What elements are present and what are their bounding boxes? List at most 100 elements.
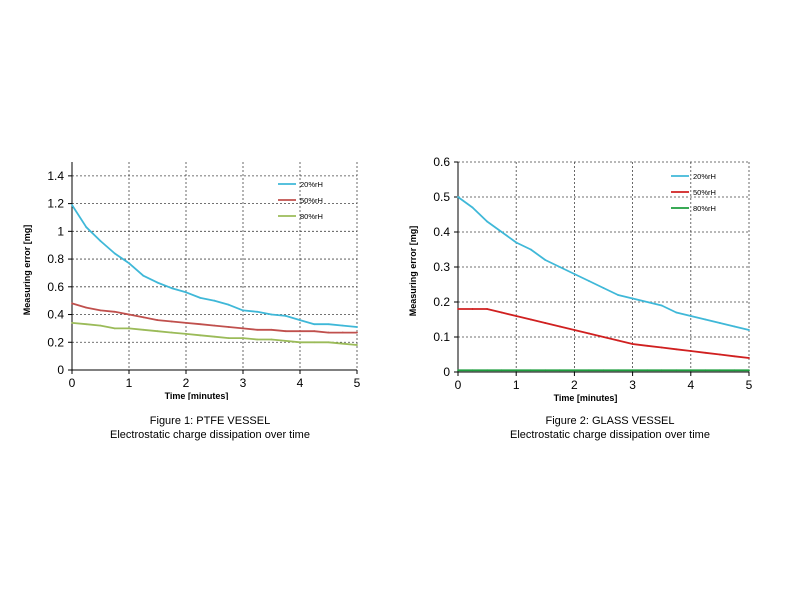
- series-points-50%rH: [457, 308, 750, 359]
- data-point: [457, 196, 459, 198]
- y-tick-label: 0.4: [47, 308, 64, 322]
- data-point: [299, 330, 301, 333]
- data-point: [704, 351, 707, 354]
- x-tick-label: 0: [69, 376, 76, 390]
- data-point: [327, 323, 330, 326]
- x-tick-label: 5: [746, 378, 753, 392]
- data-point: [213, 299, 216, 302]
- data-point: [689, 315, 692, 317]
- data-point: [602, 336, 605, 338]
- data-point: [573, 369, 576, 372]
- data-point: [748, 329, 750, 331]
- caption-glass-subtitle: Electrostatic charge dissipation over ti…: [510, 429, 710, 441]
- data-point: [128, 327, 130, 330]
- data-point: [227, 337, 230, 340]
- data-point: [213, 324, 216, 327]
- data-point: [486, 220, 488, 223]
- data-point: [142, 328, 145, 331]
- data-point: [748, 357, 750, 359]
- data-point: [284, 315, 287, 317]
- data-point: [617, 369, 619, 372]
- series-points-80%rH: [457, 369, 750, 372]
- chart-ptfe-svg: 0 0.2 0.4 0.6 0.8 1 1.2 1.4 0 1 2 3 4 5 Time [minutes]…: [22, 162, 361, 401]
- y-tick-label: 0: [57, 363, 64, 377]
- data-point: [99, 324, 102, 327]
- y-tick-label: 1.2: [47, 197, 64, 211]
- data-point: [341, 342, 344, 345]
- legend-label: 20%rH: [693, 172, 716, 181]
- data-point: [689, 350, 692, 352]
- data-point: [733, 325, 736, 328]
- y-tick-label: 0.1: [433, 330, 450, 344]
- data-point: [199, 323, 202, 326]
- data-point: [71, 204, 73, 206]
- data-point: [270, 338, 273, 341]
- data-point: [185, 321, 187, 324]
- data-point: [558, 325, 561, 328]
- data-point: [142, 274, 145, 277]
- y-tick-label: 1: [57, 224, 64, 238]
- data-point: [689, 369, 692, 372]
- x-tick-label: 3: [629, 378, 636, 392]
- data-point: [341, 331, 344, 334]
- data-point: [170, 331, 173, 334]
- data-point: [256, 338, 259, 341]
- data-point: [242, 337, 244, 340]
- data-point: [602, 369, 605, 372]
- series-line-20%rH: [71, 204, 358, 328]
- data-point: [515, 369, 518, 372]
- data-point: [227, 303, 230, 306]
- data-point: [284, 330, 287, 333]
- y-tick-label: 0.4: [433, 225, 450, 239]
- x-tick-label: 2: [183, 376, 190, 390]
- x-tick-label: 0: [455, 378, 462, 392]
- caption-ptfe-title: Figure 1: PTFE VESSEL: [149, 415, 271, 427]
- data-point: [500, 231, 503, 233]
- x-tick-label: 1: [126, 376, 133, 390]
- series-points-20%rH: [457, 196, 750, 331]
- y-tick-label: 0.3: [433, 260, 450, 274]
- data-point: [113, 252, 116, 255]
- data-point: [748, 369, 750, 372]
- data-point: [529, 318, 532, 321]
- series-points-50%rH: [71, 302, 358, 334]
- data-point: [733, 369, 736, 372]
- legend-label: 80%rH: [300, 212, 323, 221]
- data-point: [128, 262, 130, 265]
- data-point: [284, 339, 287, 342]
- y-tick-label: 0.5: [433, 190, 450, 204]
- data-point: [270, 313, 273, 316]
- series-points-20%rH: [71, 204, 358, 328]
- data-point: [156, 319, 159, 321]
- data-point: [457, 369, 459, 372]
- data-point: [313, 341, 316, 344]
- data-point: [356, 326, 358, 328]
- data-point: [142, 316, 145, 319]
- data-point: [227, 326, 230, 328]
- data-point: [544, 369, 547, 372]
- data-point: [515, 315, 518, 317]
- data-point: [471, 308, 474, 310]
- data-point: [185, 333, 187, 335]
- data-point: [515, 241, 518, 244]
- data-point: [71, 321, 73, 324]
- data-point: [486, 369, 488, 372]
- data-point: [299, 319, 301, 321]
- data-point: [646, 344, 649, 347]
- data-point: [544, 322, 547, 324]
- data-point: [156, 330, 159, 333]
- data-point: [631, 369, 634, 372]
- y-tick-label: 0.2: [47, 335, 64, 349]
- x-tick-label: 1: [513, 378, 520, 392]
- legend-label: 50%rH: [300, 196, 323, 205]
- data-point: [185, 291, 187, 294]
- grid-lines: [458, 161, 750, 372]
- data-point: [602, 287, 605, 289]
- y-tick-label: 0.2: [433, 295, 450, 309]
- data-point: [313, 323, 316, 326]
- legend-label: 20%rH: [300, 180, 323, 189]
- data-point: [660, 369, 663, 372]
- y-axis-title: Measuring error [mg]: [22, 225, 32, 316]
- x-tick-label: 4: [297, 376, 304, 390]
- series-line-20%rH: [457, 196, 750, 331]
